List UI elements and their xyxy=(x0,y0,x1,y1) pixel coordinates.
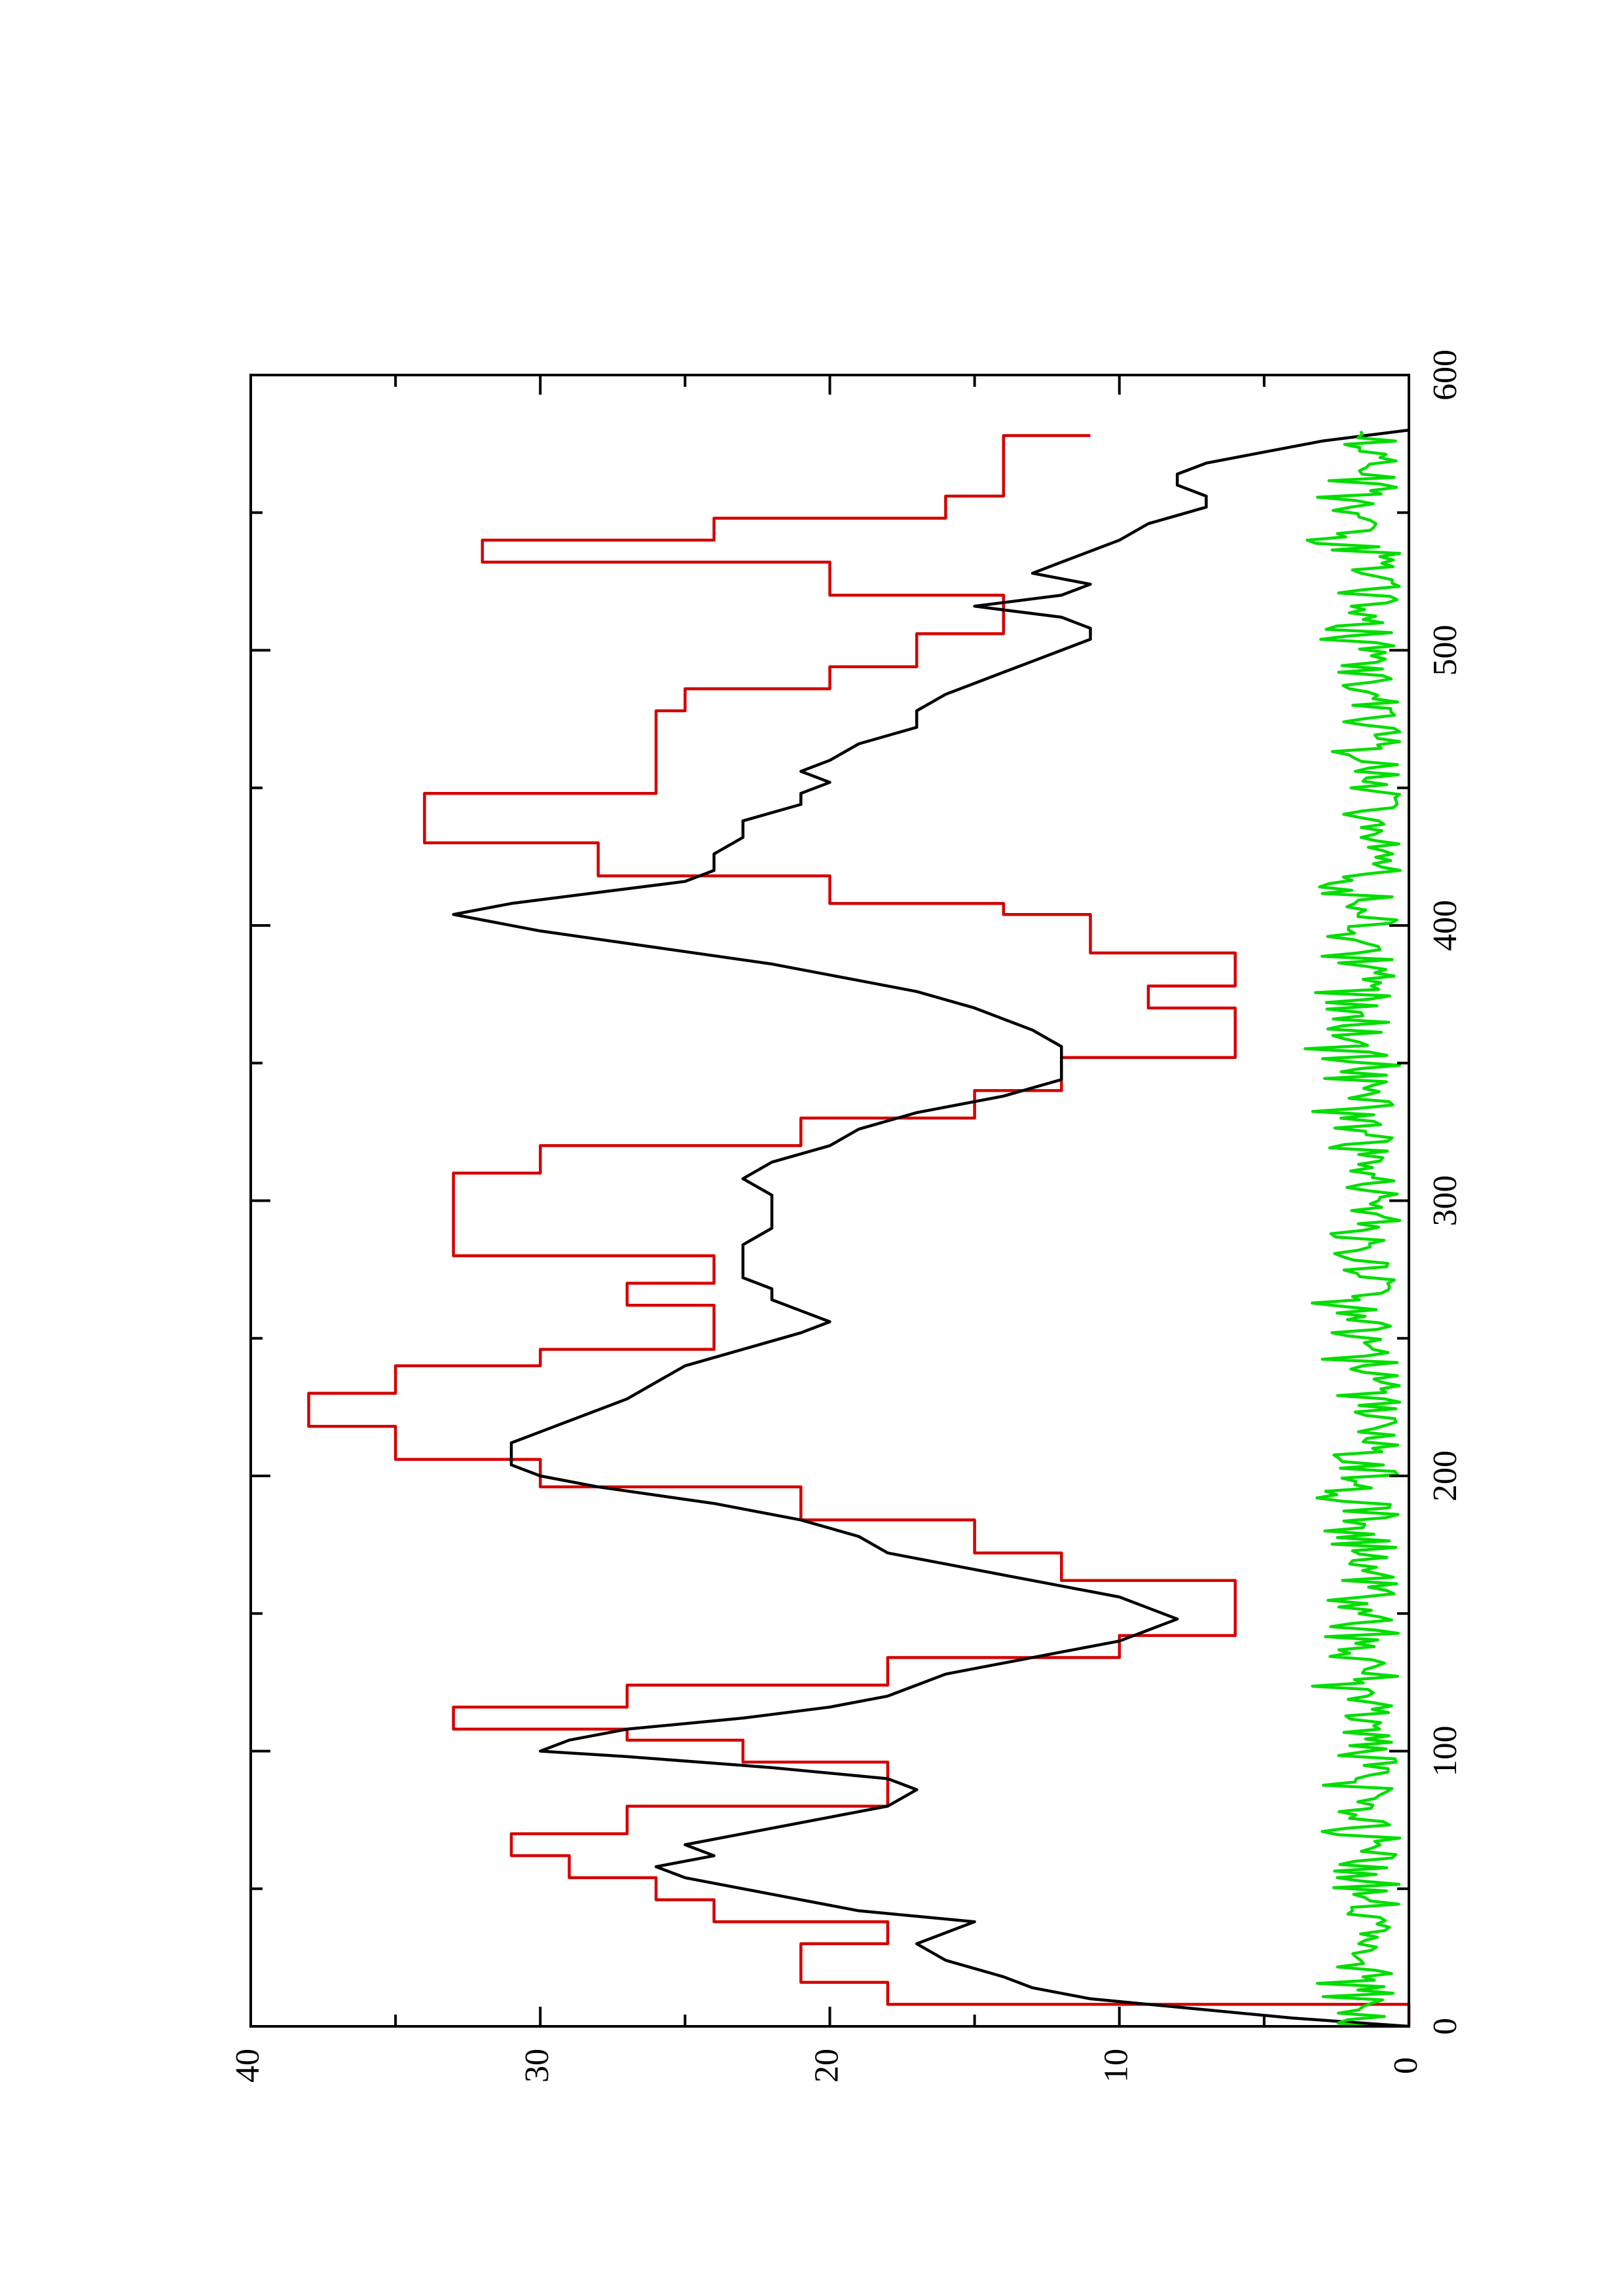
x-tick-label: 600 xyxy=(1427,350,1464,401)
y-tick-label: 0 xyxy=(1387,2057,1425,2074)
x-tick-label: 100 xyxy=(1427,1726,1464,1777)
y-tick-label: 20 xyxy=(808,2049,845,2083)
series-line-0 xyxy=(307,434,1411,2026)
plot-area: 0 100 200 300 400 500 600 0 10 20 30 40 xyxy=(229,350,1464,2083)
plot-frame xyxy=(249,374,1410,2028)
series-line-2 xyxy=(1304,430,1402,2028)
x-tick-label: 500 xyxy=(1427,625,1464,676)
x-tick-label: 0 xyxy=(1427,2018,1464,2035)
x-tick-label: 200 xyxy=(1427,1450,1464,1501)
x-tick-label: 300 xyxy=(1427,1175,1464,1227)
series-line-1 xyxy=(452,428,1410,2028)
y-tick-label: 10 xyxy=(1098,2049,1135,2083)
y-tick-label: 40 xyxy=(229,2049,266,2083)
y-tick-label: 30 xyxy=(519,2049,556,2083)
x-tick-label: 400 xyxy=(1427,900,1464,951)
